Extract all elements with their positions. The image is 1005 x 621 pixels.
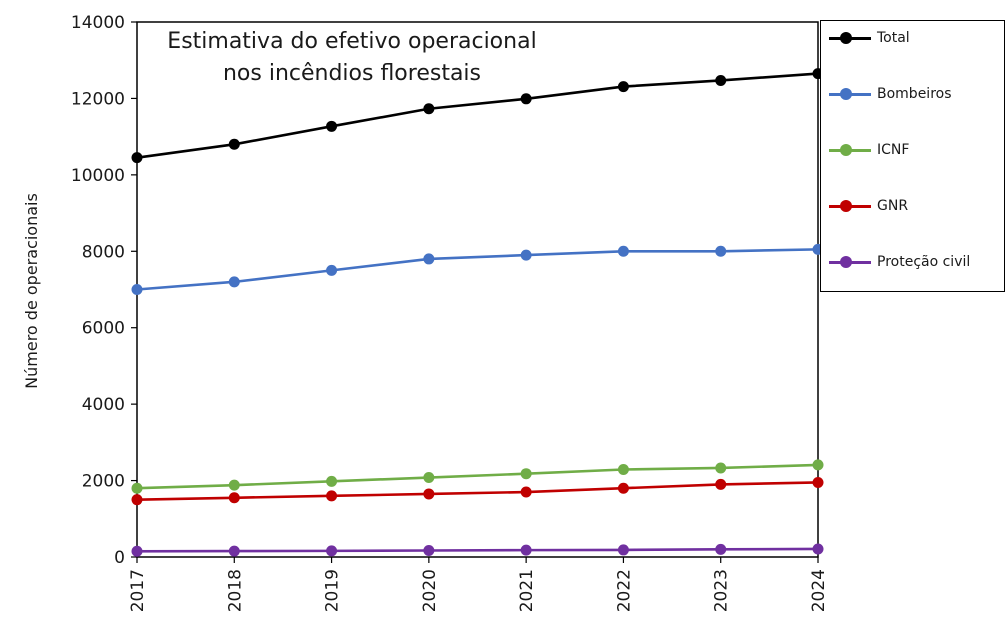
series-line-protecao-civil [136,547,819,553]
data-point-protecao-civil [131,545,143,557]
chart-title-line-1: Estimativa do efetivo operacional [167,29,536,54]
chart-title-line-2: nos incêndios florestais [223,61,481,86]
x-tick-label: 2021 [517,569,537,612]
data-point-icnf [423,472,435,484]
legend-swatch-icnf [821,140,877,160]
data-point-icnf [228,479,240,491]
data-point-bombeiros [131,284,143,295]
y-tick-label: 10000 [71,166,125,186]
legend-item-protecao-civil: Proteção civil [821,252,970,272]
data-point-bombeiros [423,253,435,265]
legend-item-gnr: GNR [821,196,908,216]
x-tick-label: 2020 [420,569,440,612]
data-point-protecao-civil [228,545,240,557]
data-point-gnr [131,494,143,506]
data-point-icnf [520,468,532,480]
series-line-icnf [136,463,819,490]
data-point-protecao-civil [520,544,532,556]
y-tick-label: 12000 [71,89,125,109]
data-point-total [228,138,240,150]
legend-label: GNR [877,198,909,214]
data-point-protecao-civil [715,543,727,555]
data-point-protecao-civil [326,545,338,557]
data-point-icnf [131,482,143,494]
x-tick-label: 2022 [614,569,634,612]
x-tick-label: 2017 [128,569,148,612]
legend-swatch-protecao-civil [821,252,877,272]
data-point-total [131,152,143,164]
y-axis-label: Número de operacionais [22,193,41,389]
y-tick-label: 2000 [82,472,125,492]
series-line-bombeiros [136,248,819,291]
data-point-bombeiros [715,245,727,257]
x-tick-label: 2024 [809,569,829,612]
y-tick-label: 6000 [82,319,125,339]
data-point-gnr [228,492,240,504]
y-tick-label: 0 [114,548,125,568]
legend-label: ICNF [877,142,910,158]
legend: Total Bombeiros ICNF GNR Proteção civil [820,20,1005,292]
data-point-protecao-civil [617,544,629,556]
data-point-total [520,93,532,105]
data-point-icnf [617,463,629,475]
data-point-total [423,103,435,115]
data-point-gnr [423,488,435,500]
legend-label: Total [877,30,910,46]
data-point-total [715,74,727,86]
data-point-bombeiros [520,249,532,261]
data-point-gnr [715,478,727,490]
legend-item-icnf: ICNF [821,140,909,160]
x-tick-label: 2019 [323,569,343,612]
data-point-icnf [326,475,338,487]
legend-item-total: Total [821,28,910,48]
data-point-bombeiros [228,276,240,288]
data-point-icnf [812,459,824,471]
data-point-protecao-civil [423,545,435,557]
data-point-total [326,120,338,132]
legend-item-bombeiros: Bombeiros [821,84,952,104]
series-line-gnr [136,481,819,501]
y-tick-label: 14000 [71,13,125,33]
data-point-bombeiros [326,264,338,276]
data-point-gnr [812,476,824,488]
legend-label: Bombeiros [877,86,952,102]
legend-swatch-total [821,28,877,48]
data-point-bombeiros [617,245,629,257]
data-point-protecao-civil [812,543,824,555]
legend-swatch-bombeiros [821,84,877,104]
y-tick-label: 4000 [82,395,125,415]
data-point-icnf [715,462,727,474]
data-point-gnr [520,486,532,498]
data-point-gnr [326,490,338,502]
data-point-gnr [617,482,629,494]
x-tick-label: 2023 [712,569,732,612]
legend-label: Proteção civil [877,254,971,270]
series-line-total [136,72,819,159]
x-tick-label: 2018 [225,569,245,612]
legend-swatch-gnr [821,196,877,216]
data-point-total [617,81,629,93]
y-tick-label: 8000 [82,242,125,262]
